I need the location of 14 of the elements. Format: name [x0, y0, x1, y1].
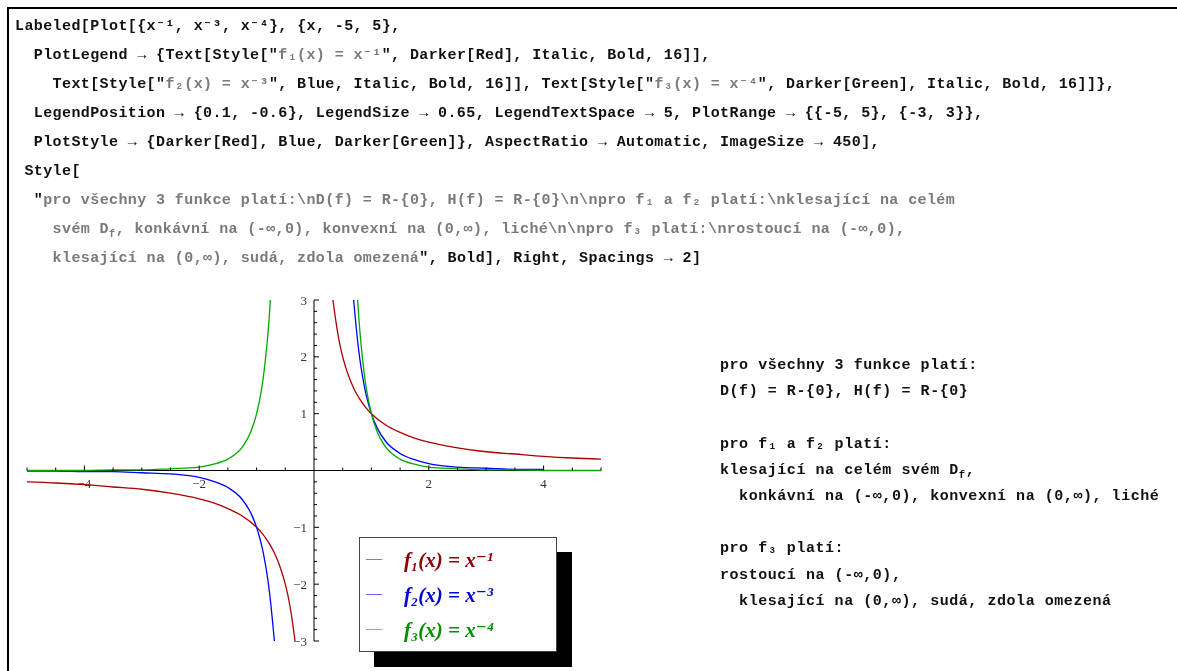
legend-label: f₂(x) = x⁻³ [404, 581, 494, 608]
y-tick-label: 1 [300, 406, 307, 422]
x-tick-label: 4 [540, 475, 548, 491]
text: pro všechny 3 funkce platí: D(f) = R-{0}, H(f) = R-{0} pro f₁ a f₂ platí: klesající na celém svém D$_{f}$, konkávní na (-∞,0), konvexní na (0,∞), liché pro f₃ platí: rostoucí na (-∞,0), klesající na (0,∞), sudá, zdola omezená [720, 357, 1160, 610]
x-tick-label: −2 [192, 475, 207, 491]
text: Labeled[Plot[{x⁻¹, x⁻³, x⁻⁴}, {x, -5, 5}, PlotLegend → {Text[Style["f₁(x) = x⁻¹", Darker[Red], Italic, Bold, 16]], Text[Style["f₂(x) = x⁻³", Blue, Italic, Bold, 16]], Text[Style["f₃(x) = x⁻⁴", Darker[Green], Italic, Bold, 16]]}, LegendPosition → {0.1, -0.6}, LegendSize → 0.65, LegendTextSpace → 5, PlotRange → {{-5, 5}, {-3, 3}}, PlotStyle → {Darker[Red], Blue, Darker[Green]}, AspectRatio → Automatic, ImageSize → 450], Style[ "pro všechny 3 funkce platí:\nD(f) = R-{0}, H(f) = R-{0}\n\npro f₁ a f₂ platí:\nklesající na celém svém D$_{f}$, konkávní na (-∞,0), konvexní na (0,∞), liché\n\npro f₃ platí:\nrostoucí na (-∞,0), klesající na (0,∞), sudá, zdola omezená", Bold], Right, Spacings → 2] [15, 18, 1116, 267]
y-tick-label: −3 [293, 633, 307, 649]
x-tick-label: 2 [425, 475, 433, 491]
legend-label: f₁(x) = x⁻¹ [404, 546, 494, 573]
y-tick-label: −1 [293, 519, 307, 535]
y-tick-label: −2 [293, 576, 307, 592]
legend-label: f₃(x) = x⁻⁴ [404, 616, 495, 643]
y-tick-label: 3 [300, 292, 307, 308]
y-tick-label: 2 [300, 349, 307, 365]
